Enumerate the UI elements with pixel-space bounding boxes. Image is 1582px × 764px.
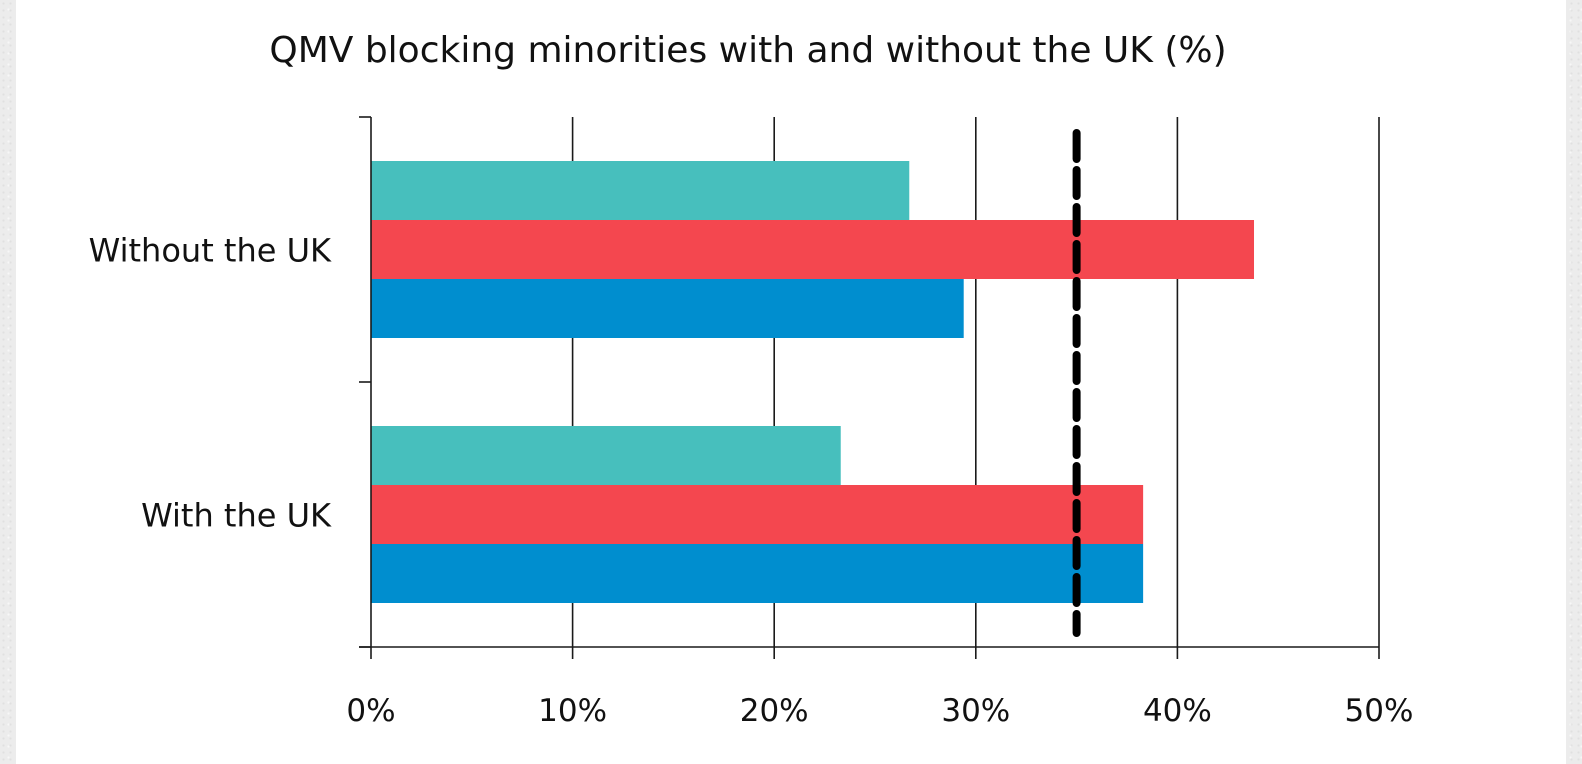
category-label: With the UK bbox=[141, 497, 332, 535]
bar bbox=[371, 485, 1144, 544]
x-tick-label: 10% bbox=[538, 693, 607, 729]
bar bbox=[371, 426, 841, 485]
x-tick-label: 50% bbox=[1345, 693, 1414, 729]
chart-title: QMV blocking minorities with and without… bbox=[269, 30, 1226, 71]
bar bbox=[371, 220, 1255, 279]
chart-card: QMV blocking minorities with and without… bbox=[16, 0, 1566, 764]
bar bbox=[371, 279, 964, 338]
x-tick-label: 30% bbox=[941, 693, 1010, 729]
category-label: Without the UK bbox=[89, 232, 332, 270]
bar bbox=[371, 544, 1144, 603]
chart: QMV blocking minorities with and without… bbox=[89, 30, 1414, 729]
x-tick-label: 20% bbox=[740, 693, 809, 729]
x-tick-label: 0% bbox=[346, 693, 395, 729]
bar bbox=[371, 161, 910, 220]
x-tick-label: 40% bbox=[1143, 693, 1212, 729]
